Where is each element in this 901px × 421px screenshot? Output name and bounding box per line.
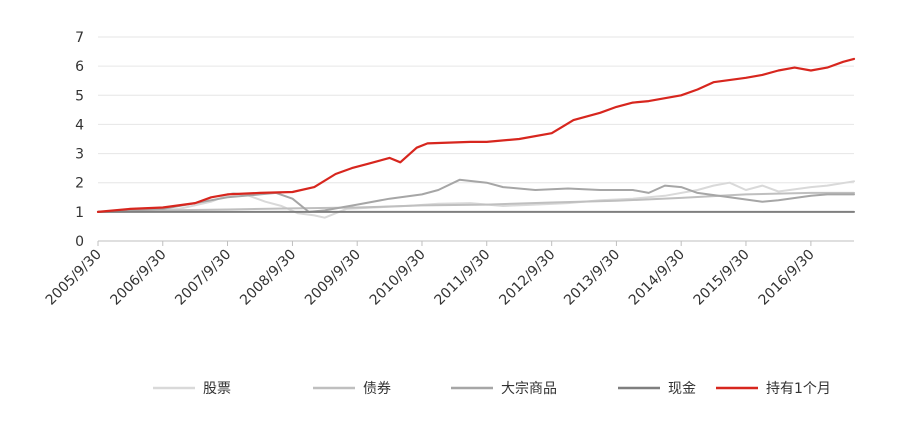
series-line [97, 178, 855, 213]
legend-label: 大宗商品 [501, 381, 557, 397]
series-line [96, 57, 856, 213]
axes: 0 1 2 3 4 5 6 7 2005/9/30 2006/9/30 2007/9/30 2008/… [43, 30, 854, 309]
y-tick-label: 1 [75, 205, 84, 221]
x-tick-label: 2012/9/30 [496, 247, 558, 309]
legend-label: 持有1个月 [766, 381, 831, 397]
legend-label: 债券 [363, 381, 391, 397]
x-tick-label: 2006/9/30 [108, 247, 170, 309]
x-tick-label: 2005/9/30 [43, 247, 105, 309]
y-tick-label: 0 [75, 234, 84, 250]
x-tick-label: 2013/9/30 [561, 247, 623, 309]
legend-label: 现金 [668, 381, 696, 397]
legend: 股票 债券 大宗商品 现金 持有1个月 [153, 381, 831, 397]
y-tick-label: 3 [75, 147, 84, 163]
grid [98, 36, 854, 213]
x-tick-label: 2016/9/30 [756, 247, 818, 309]
y-tick-label: 2 [75, 176, 84, 192]
series-lines [96, 57, 856, 219]
x-tick-label: 2009/9/30 [302, 247, 364, 309]
y-tick-label: 7 [75, 30, 84, 46]
legend-label: 股票 [203, 381, 231, 397]
x-tick-label: 2010/9/30 [367, 247, 429, 309]
x-tick-label: 2014/9/30 [626, 247, 688, 309]
x-tick-label: 2015/9/30 [691, 247, 753, 309]
y-tick-label: 6 [75, 59, 84, 75]
x-tick-label: 2011/9/30 [431, 247, 493, 309]
y-tick-label: 4 [75, 117, 84, 133]
series-line [97, 191, 855, 213]
x-tick-label: 2008/9/30 [237, 247, 299, 309]
x-tick-label: 2007/9/30 [172, 247, 234, 309]
y-tick-label: 5 [75, 88, 84, 104]
